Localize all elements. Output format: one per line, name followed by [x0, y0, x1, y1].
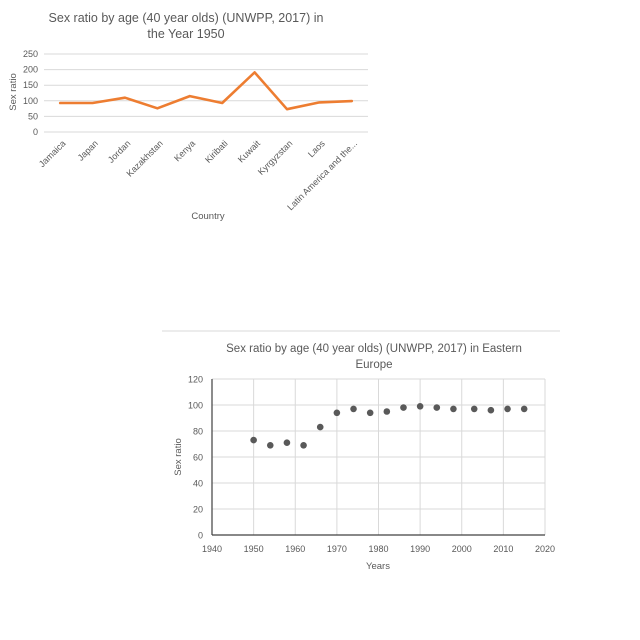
y-tick-label: 100 — [188, 401, 203, 411]
y-axis-label: Sex ratio — [173, 438, 184, 476]
y-tick-label: 0 — [198, 531, 203, 541]
x-tick-label: 1960 — [285, 544, 305, 554]
series-line — [58, 71, 354, 111]
x-axis-label: Years — [366, 561, 390, 572]
data-point — [470, 405, 478, 413]
y-axis-label: Sex ratio — [8, 73, 19, 111]
data-point — [300, 442, 307, 449]
data-point — [416, 403, 424, 410]
x-tick-label: 2010 — [493, 544, 513, 554]
chart-title: Sex ratio by age (40 year olds) (UNWPP, … — [226, 343, 522, 371]
data-point — [350, 405, 357, 413]
y-tick-label: 200 — [23, 65, 38, 75]
y-tick-label: 150 — [23, 80, 38, 90]
y-tick-label: 80 — [193, 427, 203, 437]
y-tick-label: 120 — [188, 375, 203, 385]
data-point — [450, 405, 457, 413]
x-tick-label: 2020 — [535, 544, 555, 554]
data-point — [383, 408, 391, 415]
y-tick-label: 0 — [33, 127, 38, 137]
x-tick-label: 1980 — [368, 544, 388, 554]
chart-title: Sex ratio by age (40 year olds) (UNWPP, … — [49, 11, 324, 41]
y-tick-label: 20 — [193, 505, 203, 515]
y-tick-labels: 0 50 100 150 200 250 — [23, 49, 38, 137]
y-tick-label: 100 — [23, 96, 38, 106]
x-tick-labels: 1940 1950 1960 1970 1980 1990 2000 2010 2020 — [202, 544, 555, 554]
y-tick-label: 250 — [23, 49, 38, 59]
series-line-group — [58, 71, 354, 111]
data-point — [250, 436, 257, 444]
data-point — [333, 409, 341, 417]
y-tick-label: 60 — [193, 453, 203, 463]
data-point — [400, 404, 407, 411]
data-point — [504, 405, 511, 413]
y-tick-label: 50 — [28, 111, 38, 121]
chart-title-line-2: the Year 1950 — [147, 27, 224, 41]
x-tick-label: 1990 — [410, 544, 430, 554]
scatter-points — [250, 403, 528, 449]
chart-title-line-2: Europe — [355, 359, 392, 371]
data-point — [316, 423, 324, 431]
y-tick-labels: 0 20 40 60 80 100 120 — [188, 375, 203, 541]
data-point — [433, 404, 441, 411]
data-point — [366, 409, 374, 417]
data-point — [283, 439, 291, 447]
data-point — [266, 442, 274, 449]
x-tick-label: 1940 — [202, 544, 222, 554]
x-tick-label: 1970 — [327, 544, 347, 554]
y-tick-label: 40 — [193, 479, 203, 489]
x-tick-label: 1950 — [244, 544, 264, 554]
x-tick-label: 2000 — [452, 544, 472, 554]
chart-title-line-1: Sex ratio by age (40 year olds) (UNWPP, … — [49, 11, 324, 25]
gridlines — [211, 378, 546, 536]
x-axis-label: Country — [191, 211, 225, 222]
data-point — [487, 406, 495, 414]
data-point — [520, 405, 528, 413]
chart-title-line-1: Sex ratio by age (40 year olds) (UNWPP, … — [226, 343, 522, 355]
